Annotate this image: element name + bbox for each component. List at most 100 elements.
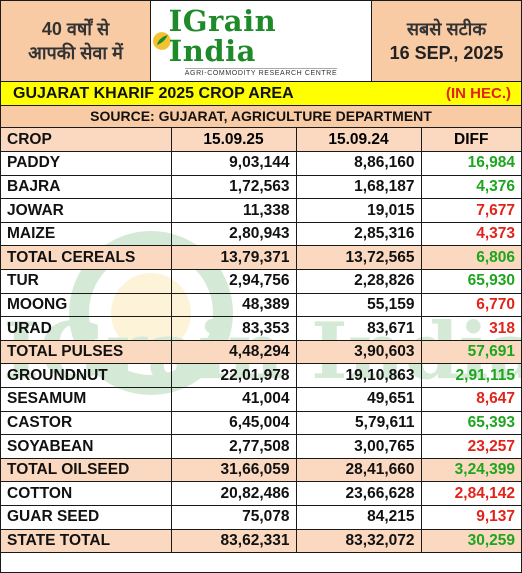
diff-cell: 2,84,142 — [420, 481, 521, 506]
total-row: STATE TOTAL 83,62,331 83,32,072 30,259 — [1, 528, 521, 554]
area-2025-cell: 41,004 — [170, 387, 297, 412]
total-row: TOTAL OILSEED 31,66,059 28,41,660 3,24,399 — [1, 457, 521, 483]
area-2024-cell: 13,72,565 — [295, 245, 422, 271]
diff-cell: 2,91,115 — [420, 363, 521, 389]
area-2024-cell: 19,015 — [295, 198, 422, 223]
crop-cell: MAIZE — [1, 221, 172, 247]
source-line: SOURCE: GUJARAT, AGRICULTURE DEPARTMENT — [1, 106, 521, 128]
diff-cell: 65,930 — [420, 269, 521, 294]
date-box: सबसे सटीक 16 SEP., 2025 — [371, 1, 521, 81]
crop-cell: BAJRA — [1, 174, 172, 200]
diff-cell: 6,806 — [420, 245, 521, 271]
area-2025-cell: 48,389 — [170, 292, 297, 318]
area-2024-cell: 8,86,160 — [295, 151, 422, 176]
table-row: PADDY 9,03,144 8,86,160 16,984 — [1, 151, 521, 176]
tagline-box: 40 वर्षों से आपकी सेवा में — [1, 1, 151, 81]
table-row: JOWAR 11,338 19,015 7,677 — [1, 198, 521, 223]
table-row: URAD 83,353 83,671 318 — [1, 316, 521, 341]
diff-cell: 7,677 — [420, 198, 521, 223]
table-row: GROUNDNUT 22,01,978 19,10,863 2,91,115 — [1, 363, 521, 389]
area-2025-cell: 13,79,371 — [170, 245, 297, 271]
unit-label: (IN HEC.) — [446, 85, 511, 102]
accuracy-tagline: सबसे सटीक — [406, 19, 487, 39]
diff-cell: 3,24,399 — [420, 457, 521, 483]
crop-cell: PADDY — [1, 151, 172, 176]
total-row: TOTAL CEREALS 13,79,371 13,72,565 6,806 — [1, 245, 521, 271]
table-row: GUAR SEED 75,078 84,215 9,137 — [1, 505, 521, 530]
table-row: CASTOR 6,45,004 5,79,611 65,393 — [1, 410, 521, 436]
diff-cell: 4,373 — [420, 221, 521, 247]
crop-cell: GROUNDNUT — [1, 363, 172, 389]
area-2024-cell: 49,651 — [295, 387, 422, 412]
total-row: TOTAL PULSES 4,48,294 3,90,603 57,691 — [1, 339, 521, 365]
area-2025-cell: 11,338 — [170, 198, 297, 223]
table-row: SOYABEAN 2,77,508 3,00,765 23,257 — [1, 434, 521, 459]
header-banner: 40 वर्षों से आपकी सेवा में IGrain India … — [1, 1, 521, 82]
table-row: MAIZE 2,80,943 2,85,316 4,373 — [1, 221, 521, 247]
table-row: COTTON 20,82,486 23,66,628 2,84,142 — [1, 481, 521, 506]
area-2024-cell: 23,66,628 — [295, 481, 422, 506]
area-2024-cell: 2,85,316 — [295, 221, 422, 247]
col-header-2024: 15.09.24 — [295, 128, 422, 153]
diff-cell: 30,259 — [420, 528, 521, 554]
area-2025-cell: 2,80,943 — [170, 221, 297, 247]
crop-cell: CASTOR — [1, 410, 172, 436]
crop-cell: TOTAL CEREALS — [1, 245, 172, 271]
title-bar: GUJARAT KHARIF 2025 CROP AREA (IN HEC.) — [1, 82, 521, 106]
col-header-diff: DIFF — [420, 128, 521, 153]
area-2025-cell: 1,72,563 — [170, 174, 297, 200]
area-2025-cell: 75,078 — [170, 505, 297, 530]
crop-area-table: CROP 15.09.25 15.09.24 DIFF PADDY 9,03,14… — [1, 128, 521, 554]
area-2024-cell: 5,79,611 — [295, 410, 422, 436]
crop-cell: TOTAL PULSES — [1, 339, 172, 365]
table-row: MOONG 48,389 55,159 6,770 — [1, 292, 521, 318]
diff-cell: 65,393 — [420, 410, 521, 436]
area-2025-cell: 6,45,004 — [170, 410, 297, 436]
crop-cell: SESAMUM — [1, 387, 172, 412]
crop-cell: SOYABEAN — [1, 434, 172, 459]
logo-subtitle: AGRI-COMMODITY RESEARCH CENTRE — [184, 67, 338, 77]
report-date: 16 SEP., 2025 — [389, 43, 504, 63]
tagline-line1: 40 वर्षों से — [41, 19, 110, 39]
area-2024-cell: 84,215 — [295, 505, 422, 530]
table-row: SESAMUM 41,004 49,651 8,647 — [1, 387, 521, 412]
crop-cell: TUR — [1, 269, 172, 294]
area-2025-cell: 9,03,144 — [170, 151, 297, 176]
area-2025-cell: 22,01,978 — [170, 363, 297, 389]
crop-cell: GUAR SEED — [1, 505, 172, 530]
crop-cell: JOWAR — [1, 198, 172, 223]
grain-leaf-icon — [152, 31, 171, 50]
diff-cell: 4,376 — [420, 174, 521, 200]
area-2025-cell: 83,353 — [170, 316, 297, 341]
area-2025-cell: 83,62,331 — [170, 528, 297, 554]
diff-cell: 318 — [420, 316, 521, 341]
crop-cell: MOONG — [1, 292, 172, 318]
area-2025-cell: 20,82,486 — [170, 481, 297, 506]
area-2025-cell: 2,94,756 — [170, 269, 297, 294]
col-header-crop: CROP — [1, 128, 172, 153]
crop-cell: TOTAL OILSEED — [1, 457, 172, 483]
crop-cell: URAD — [1, 316, 172, 341]
area-2024-cell: 19,10,863 — [295, 363, 422, 389]
table-row: BAJRA 1,72,563 1,68,187 4,376 — [1, 174, 521, 200]
diff-cell: 23,257 — [420, 434, 521, 459]
brand-logo: IGrain India AGRI-COMMODITY RESEARCH CEN… — [151, 1, 371, 81]
area-2025-cell: 31,66,059 — [170, 457, 297, 483]
crop-cell: COTTON — [1, 481, 172, 506]
diff-cell: 57,691 — [420, 339, 521, 365]
area-2024-cell: 55,159 — [295, 292, 422, 318]
diff-cell: 8,647 — [420, 387, 521, 412]
table-header-row: CROP 15.09.25 15.09.24 DIFF — [1, 128, 521, 153]
crop-cell: STATE TOTAL — [1, 528, 172, 554]
area-2024-cell: 3,00,765 — [295, 434, 422, 459]
area-2025-cell: 4,48,294 — [170, 339, 297, 365]
col-header-2025: 15.09.25 — [170, 128, 297, 153]
area-2025-cell: 2,77,508 — [170, 434, 297, 459]
table-row: TUR 2,94,756 2,28,826 65,930 — [1, 269, 521, 294]
area-2024-cell: 28,41,660 — [295, 457, 422, 483]
area-2024-cell: 83,671 — [295, 316, 422, 341]
area-2024-cell: 1,68,187 — [295, 174, 422, 200]
diff-cell: 9,137 — [420, 505, 521, 530]
diff-cell: 16,984 — [420, 151, 521, 176]
